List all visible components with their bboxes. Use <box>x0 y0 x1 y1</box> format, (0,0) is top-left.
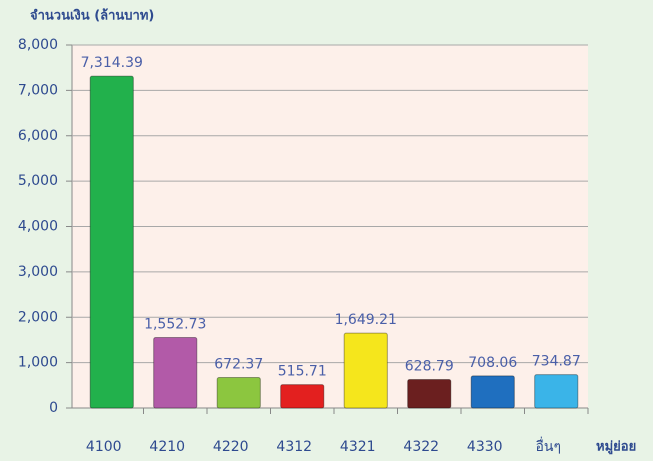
x-tick-label: 4321 <box>340 439 376 455</box>
bar <box>216 376 261 409</box>
value-label: 1,649.21 <box>335 312 397 328</box>
x-axis-label: หมู่ย่อย <box>596 440 636 455</box>
bar <box>470 375 515 409</box>
y-tick-label: 4,000 <box>18 219 58 235</box>
y-tick-label: 3,000 <box>18 264 58 280</box>
y-axis-label: จำนวนเงิน (ล้านบาท) <box>30 8 154 24</box>
bar <box>534 374 579 409</box>
bar <box>343 332 388 409</box>
y-tick-label: 2,000 <box>18 309 58 325</box>
y-tick-label: 8,000 <box>18 37 58 53</box>
x-tick-label: อื่นๆ <box>536 437 562 455</box>
value-label: 672.37 <box>214 356 263 372</box>
y-tick-label: 6,000 <box>18 128 58 144</box>
y-tick-label: 7,000 <box>18 82 58 98</box>
value-label: 515.71 <box>278 364 327 380</box>
value-label: 7,314.39 <box>81 55 143 71</box>
value-label: 708.06 <box>468 355 517 371</box>
x-tick-label: 4220 <box>213 439 249 455</box>
y-tick-label: 1,000 <box>18 355 58 371</box>
x-tick-label: 4330 <box>467 439 503 455</box>
value-label: 628.79 <box>405 358 454 374</box>
x-tick-label: 4210 <box>149 439 185 455</box>
y-tick-label: 5,000 <box>18 173 58 189</box>
bar <box>89 75 134 409</box>
y-tick-label: 0 <box>49 400 58 416</box>
bar <box>153 337 198 409</box>
x-tick-label: 4100 <box>86 439 122 455</box>
bar <box>407 378 452 409</box>
x-tick-label: 4312 <box>276 439 312 455</box>
value-label: 734.87 <box>532 354 581 370</box>
bar <box>280 384 325 409</box>
x-tick-label: 4322 <box>403 439 439 455</box>
value-label: 1,552.73 <box>144 317 206 333</box>
